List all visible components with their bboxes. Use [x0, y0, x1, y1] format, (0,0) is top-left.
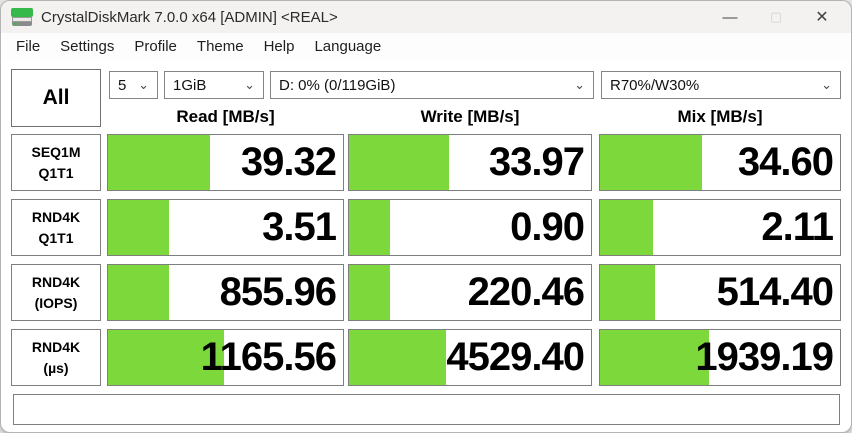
target-drive-select[interactable]: D: 0% (0/119GiB) ⌄ [270, 71, 594, 99]
result-value: 1165.56 [200, 335, 337, 379]
run-rnd4k-q1t1-button[interactable]: RND4K Q1T1 [11, 199, 101, 256]
chevron-down-icon: ⌄ [574, 77, 585, 92]
result-bar [600, 135, 702, 190]
result-cell-mix: 514.40 [599, 264, 841, 321]
result-bar [349, 330, 446, 385]
menu-help[interactable]: Help [263, 38, 295, 55]
result-row-rnd4k-latency: RND4K (µs) 1165.56 4529.40 1939.19 [1, 329, 851, 386]
menu-profile[interactable]: Profile [134, 38, 177, 55]
chevron-down-icon: ⌄ [138, 77, 149, 92]
result-value: 2.11 [761, 205, 834, 249]
title-bar: CrystalDiskMark 7.0.0 x64 [ADMIN] <REAL>… [1, 1, 851, 33]
app-icon [11, 8, 33, 26]
column-header-mix: Mix [MB/s] [677, 107, 763, 126]
mix-ratio-value: R70%/W30% [610, 76, 700, 94]
close-button[interactable]: ✕ [815, 9, 829, 26]
result-bar [108, 135, 211, 190]
maximize-button: ▢ [769, 9, 783, 24]
mix-ratio-select[interactable]: R70%/W30% ⌄ [601, 71, 841, 99]
result-cell-mix: 34.60 [599, 134, 841, 191]
result-cell-mix: 1939.19 [599, 329, 841, 386]
menu-file[interactable]: File [16, 38, 41, 55]
result-bar [600, 200, 654, 255]
test-count-value: 5 [118, 76, 127, 94]
result-cell-write: 220.46 [348, 264, 592, 321]
menu-language[interactable]: Language [314, 38, 382, 55]
result-value: 34.60 [737, 140, 834, 184]
result-cell-read: 39.32 [107, 134, 344, 191]
result-value: 855.96 [219, 270, 337, 314]
result-cell-read: 1165.56 [107, 329, 344, 386]
result-bar [108, 330, 225, 385]
result-value: 0.90 [510, 205, 585, 249]
test-size-value: 1GiB [173, 76, 207, 94]
menu-settings[interactable]: Settings [60, 38, 115, 55]
result-row-rnd4k-q1t1: RND4K Q1T1 3.51 0.90 2.11 [1, 199, 851, 256]
chevron-down-icon: ⌄ [244, 77, 255, 92]
result-cell-write: 33.97 [348, 134, 592, 191]
chevron-down-icon: ⌄ [821, 77, 832, 92]
test-count-select[interactable]: 5 ⌄ [109, 71, 158, 99]
run-seq1m-q1t1-button[interactable]: SEQ1M Q1T1 [11, 134, 101, 191]
target-drive-value: D: 0% (0/119GiB) [279, 76, 396, 94]
result-value: 33.97 [488, 140, 585, 184]
column-header-write: Write [MB/s] [420, 107, 520, 126]
result-value: 514.40 [716, 270, 834, 314]
result-bar [600, 330, 710, 385]
result-row-seq1m-q1t1: SEQ1M Q1T1 39.32 33.97 34.60 [1, 134, 851, 191]
menu-theme[interactable]: Theme [196, 38, 244, 55]
result-cell-read: 855.96 [107, 264, 344, 321]
result-value: 220.46 [467, 270, 585, 314]
test-size-select[interactable]: 1GiB ⌄ [164, 71, 264, 99]
minimize-button[interactable]: — [722, 8, 738, 26]
result-bar [349, 200, 391, 255]
result-value: 3.51 [262, 205, 337, 249]
comment-input[interactable] [13, 394, 840, 425]
result-row-rnd4k-iops: RND4K (IOPS) 855.96 220.46 514.40 [1, 264, 851, 321]
column-header-read: Read [MB/s] [176, 107, 275, 126]
window-controls: — ▢ ✕ [707, 1, 851, 33]
menu-bar: File Settings Profile Theme Help Languag… [2, 33, 850, 60]
result-value: 1939.19 [695, 335, 834, 379]
result-bar [349, 265, 391, 320]
result-value: 4529.40 [446, 335, 585, 379]
result-bar [349, 135, 449, 190]
run-all-button[interactable]: All [11, 69, 101, 127]
result-bar [600, 265, 655, 320]
result-value: 39.32 [240, 140, 337, 184]
run-rnd4k-iops-button[interactable]: RND4K (IOPS) [11, 264, 101, 321]
run-rnd4k-latency-button[interactable]: RND4K (µs) [11, 329, 101, 386]
result-bar [108, 265, 169, 320]
result-cell-write: 0.90 [348, 199, 592, 256]
result-cell-write: 4529.40 [348, 329, 592, 386]
result-bar [108, 200, 169, 255]
window-title: CrystalDiskMark 7.0.0 x64 [ADMIN] <REAL> [41, 8, 338, 26]
result-cell-mix: 2.11 [599, 199, 841, 256]
result-cell-read: 3.51 [107, 199, 344, 256]
